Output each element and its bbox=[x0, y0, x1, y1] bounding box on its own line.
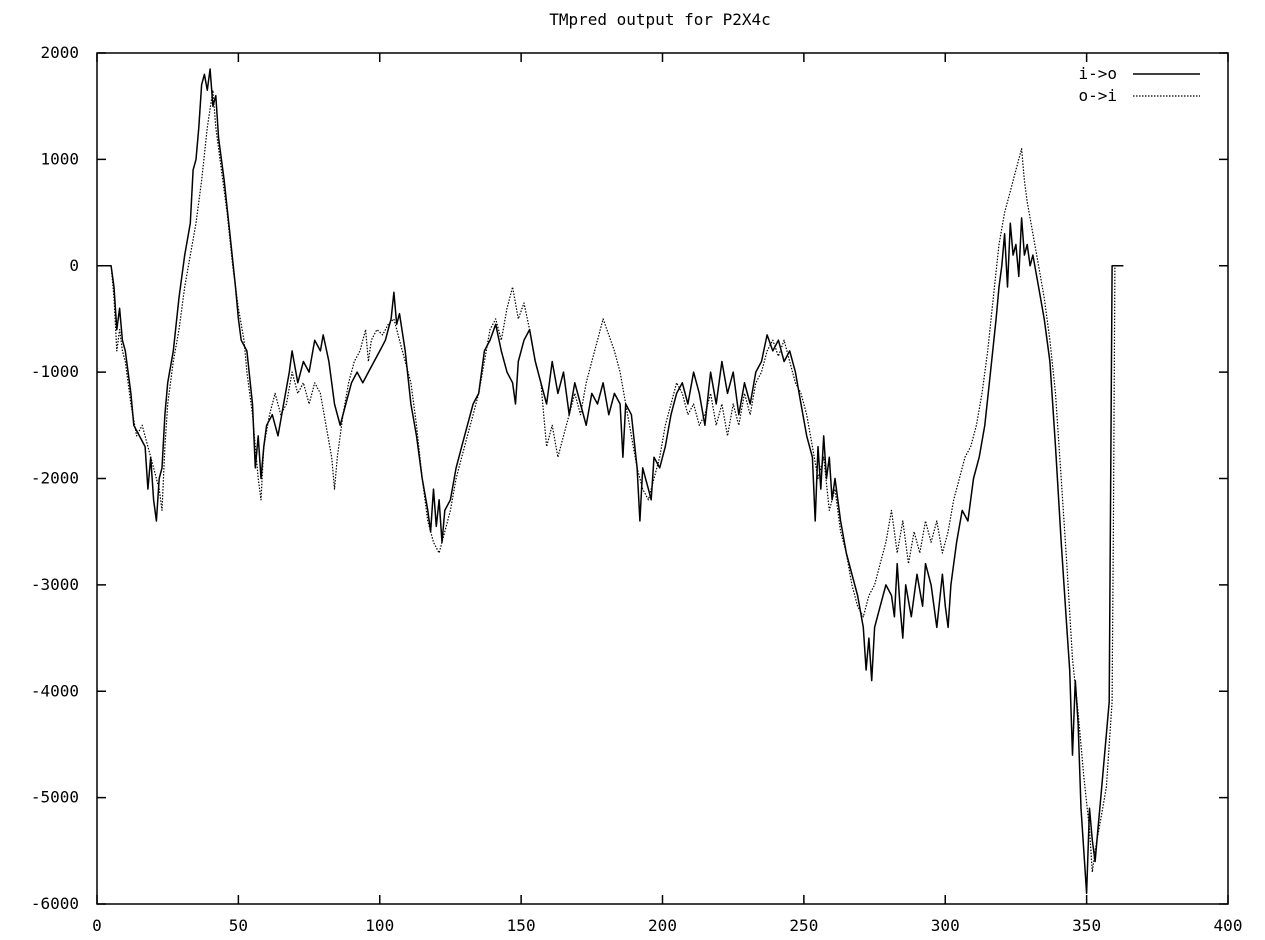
y-tick-label: -3000 bbox=[31, 575, 79, 594]
legend-label-1: o->i bbox=[1078, 86, 1117, 105]
x-tick-label: 50 bbox=[229, 916, 248, 935]
x-tick-label: 200 bbox=[648, 916, 677, 935]
chart-title: TMpred output for P2X4c bbox=[549, 10, 771, 29]
y-tick-label: -5000 bbox=[31, 788, 79, 807]
series-line-1 bbox=[97, 89, 1124, 873]
y-tick-label: 2000 bbox=[40, 43, 79, 62]
x-tick-label: 0 bbox=[92, 916, 102, 935]
x-tick-label: 350 bbox=[1072, 916, 1101, 935]
x-tick-label: 250 bbox=[789, 916, 818, 935]
x-tick-label: 100 bbox=[365, 916, 394, 935]
x-tick-label: 150 bbox=[507, 916, 536, 935]
series-line-0 bbox=[97, 68, 1124, 895]
y-tick-label: -1000 bbox=[31, 362, 79, 381]
x-axis: 0 50 100 150 200 250 300 350 400 bbox=[92, 53, 1242, 935]
y-tick-label: -6000 bbox=[31, 894, 79, 913]
x-tick-label: 400 bbox=[1214, 916, 1243, 935]
x-tick-label: 300 bbox=[931, 916, 960, 935]
y-tick-label: -4000 bbox=[31, 681, 79, 700]
legend-label-0: i->o bbox=[1078, 64, 1117, 83]
plot-border bbox=[96, 52, 1229, 905]
y-axis: 2000 1000 0 -1000 -2000 -3000 -4000 -5000 -6000 bbox=[31, 43, 1228, 913]
y-tick-label: 0 bbox=[69, 256, 79, 275]
y-tick-label: 1000 bbox=[40, 149, 79, 168]
series-layer bbox=[97, 68, 1124, 895]
plot-frame bbox=[96, 52, 1229, 905]
legend: i->o o->i bbox=[1078, 64, 1200, 105]
y-tick-label: -2000 bbox=[31, 469, 79, 488]
